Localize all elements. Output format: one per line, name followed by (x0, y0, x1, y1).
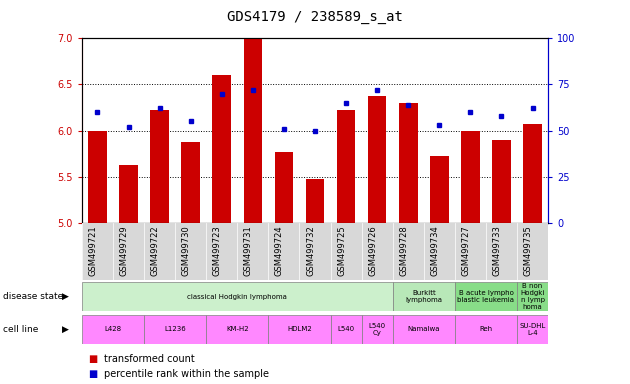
Bar (430, 156, 449, 223)
Text: GSM499723: GSM499723 (213, 225, 222, 276)
Text: KM-H2: KM-H2 (226, 326, 249, 332)
Text: GSM499731: GSM499731 (244, 225, 253, 276)
Bar (337, 110, 355, 223)
Text: Burkitt
lymphoma: Burkitt lymphoma (405, 290, 442, 303)
Text: GSM499721: GSM499721 (88, 225, 98, 276)
Bar (82, 282, 392, 311)
Text: disease state: disease state (3, 292, 64, 301)
Text: percentile rank within the sample: percentile rank within the sample (104, 369, 269, 379)
Bar (119, 165, 138, 223)
Bar (517, 315, 548, 344)
Bar (144, 315, 206, 344)
Text: GSM499732: GSM499732 (306, 225, 315, 276)
Text: L540
Cy: L540 Cy (369, 323, 386, 336)
Text: Reh: Reh (479, 326, 493, 332)
Text: classical Hodgkin lymphoma: classical Hodgkin lymphoma (187, 294, 287, 300)
Text: GSM499725: GSM499725 (337, 225, 346, 276)
Text: GSM499728: GSM499728 (399, 225, 408, 276)
Text: cell line: cell line (3, 325, 38, 334)
Text: ▶: ▶ (62, 325, 69, 334)
Text: GSM499722: GSM499722 (151, 225, 159, 276)
Bar (455, 315, 517, 344)
Bar (268, 315, 331, 344)
Text: GSM499733: GSM499733 (493, 225, 501, 276)
Text: GSM499729: GSM499729 (120, 225, 129, 276)
Bar (331, 315, 362, 344)
Text: Namalwa: Namalwa (408, 326, 440, 332)
Text: ▶: ▶ (62, 292, 69, 301)
Bar (392, 282, 455, 311)
Text: L540: L540 (338, 326, 355, 332)
Text: ■: ■ (88, 354, 98, 364)
Bar (492, 140, 511, 223)
Bar (244, 38, 262, 223)
Bar (399, 103, 418, 223)
Bar (368, 96, 386, 223)
Bar (461, 131, 479, 223)
Bar (524, 124, 542, 223)
Bar (362, 315, 392, 344)
Text: GSM499727: GSM499727 (461, 225, 471, 276)
Bar (88, 131, 106, 223)
Bar (455, 282, 517, 311)
Bar (306, 179, 324, 223)
Bar (206, 315, 268, 344)
Text: GDS4179 / 238589_s_at: GDS4179 / 238589_s_at (227, 10, 403, 23)
Text: HDLM2: HDLM2 (287, 326, 312, 332)
Bar (275, 152, 293, 223)
Text: B acute lympho
blastic leukemia: B acute lympho blastic leukemia (457, 290, 515, 303)
Text: ■: ■ (88, 369, 98, 379)
Text: GSM499734: GSM499734 (430, 225, 439, 276)
Text: GSM499724: GSM499724 (275, 225, 284, 276)
Bar (82, 315, 144, 344)
Bar (392, 315, 455, 344)
Bar (181, 142, 200, 223)
Text: SU-DHL
L-4: SU-DHL L-4 (519, 323, 546, 336)
Text: GSM499726: GSM499726 (368, 225, 377, 276)
Text: B non
Hodgki
n lymp
homa: B non Hodgki n lymp homa (520, 283, 545, 310)
Bar (212, 75, 231, 223)
Bar (151, 110, 169, 223)
Text: L428: L428 (105, 326, 122, 332)
Text: GSM499730: GSM499730 (181, 225, 191, 276)
Text: L1236: L1236 (164, 326, 186, 332)
Bar (517, 282, 548, 311)
Text: transformed count: transformed count (104, 354, 195, 364)
Text: GSM499735: GSM499735 (524, 225, 532, 276)
